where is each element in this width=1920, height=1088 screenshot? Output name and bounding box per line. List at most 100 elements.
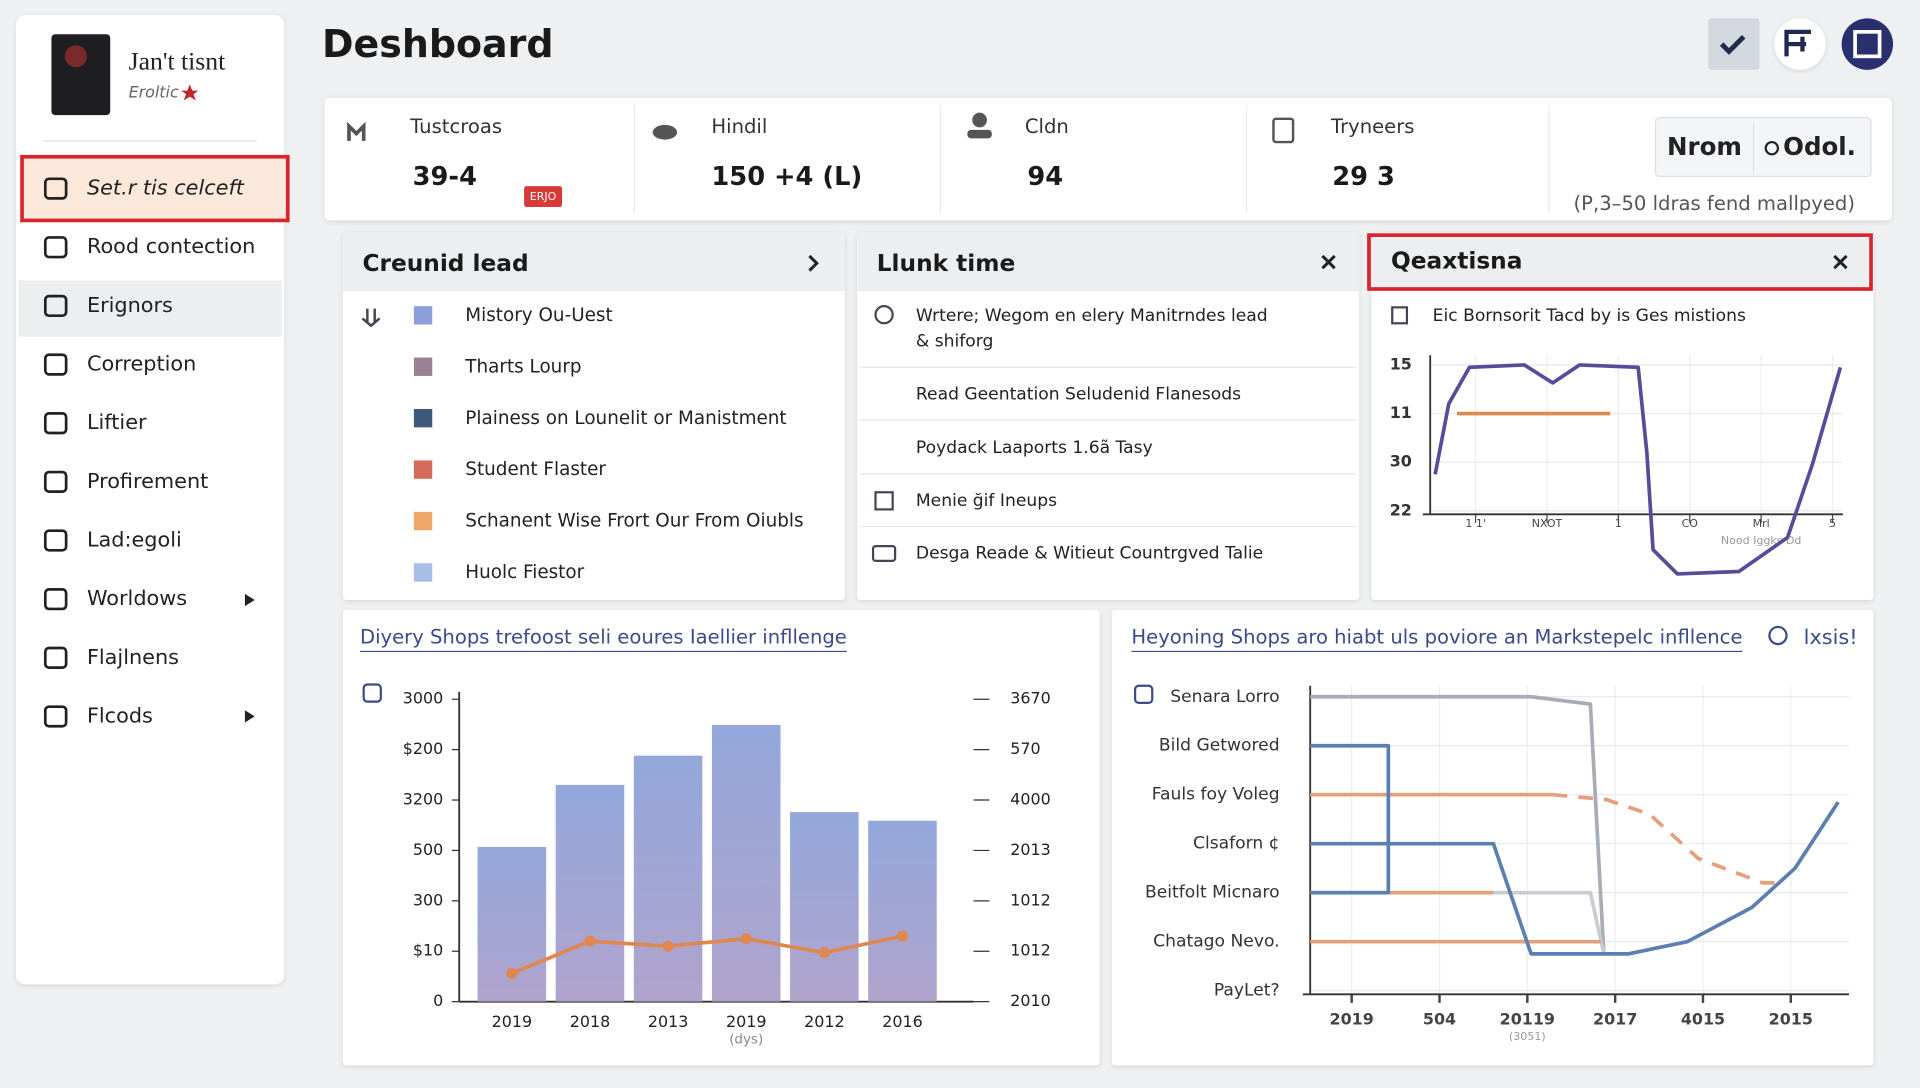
submenu-arrow[interactable]: [244, 593, 255, 607]
bar: [711, 724, 781, 1002]
list-item: Schanent Wise Frort Our From Oiubls: [465, 511, 803, 532]
nav-item[interactable]: Set.r tis celceft: [87, 176, 245, 200]
x-tick-label: 2018: [570, 1012, 610, 1031]
y-tick-label: $200: [403, 739, 443, 758]
summary-note: (P,3–50 ldras fend mallpyed): [1574, 192, 1855, 215]
data-point: [896, 930, 908, 942]
x-note: (3051): [1509, 1030, 1546, 1043]
x-tick-label: 2016: [882, 1012, 922, 1031]
x-tick-label: 1 1': [1465, 517, 1486, 530]
list-item: Plainess on Lounelit or Manistment: [465, 408, 786, 429]
y2-tick-label: 1012: [1010, 941, 1050, 960]
nav-icon: [43, 294, 68, 318]
close-button[interactable]: [1321, 254, 1336, 270]
stat-label: Cldn: [1025, 115, 1069, 138]
stats-card: [324, 97, 1892, 221]
nav-icon: [43, 529, 68, 552]
x-tick-label: Mrl: [1753, 517, 1770, 530]
chart-icon: [1391, 306, 1409, 325]
chart-title: Diyery Shops trefoost seli eoures Iaelli…: [360, 625, 847, 648]
panel-header: [342, 232, 845, 292]
nav-item[interactable]: Liftier: [87, 410, 147, 434]
list-item: Student Flaster: [465, 459, 606, 480]
action-icon: [1768, 625, 1788, 646]
nav-item[interactable]: Lad:egoli: [87, 528, 182, 552]
chart-icon: [1134, 684, 1154, 704]
nav-icon: [43, 236, 68, 259]
stat-label: Tustcroas: [409, 115, 502, 138]
nav-icon: [43, 177, 68, 200]
data-line: [1493, 890, 1606, 955]
list-item: Poydack Laaports 1.6ã Tasy: [916, 438, 1153, 458]
nav-item[interactable]: Worldows: [87, 586, 187, 610]
y-tick-label: PayLet?: [1214, 981, 1280, 1001]
nav-active[interactable]: [20, 154, 290, 223]
stat-icon: [652, 124, 678, 140]
list-icon: [874, 491, 894, 511]
y-tick-label: Fauls foy Voleg: [1152, 785, 1280, 805]
stat-value: 29 3: [1332, 162, 1395, 192]
panel-title: Qeaxtisna: [1391, 248, 1522, 275]
brand-logo-art: [64, 45, 87, 68]
panel-header: [857, 232, 1360, 292]
panel: [342, 232, 845, 601]
panel: [857, 232, 1360, 601]
stat-label: Hindil: [711, 115, 767, 138]
summary-button[interactable]: Odol.: [1783, 132, 1856, 161]
legend-swatch: [413, 460, 433, 479]
data-point: [818, 947, 830, 959]
stat-icon: [972, 112, 987, 128]
x-tick-label: 1: [1615, 517, 1622, 530]
x-tick-label: 2019: [492, 1012, 532, 1031]
stat-icon: [1272, 117, 1295, 144]
nav-item[interactable]: Flcods: [87, 703, 153, 727]
highlight-box: [1367, 233, 1873, 291]
nav-item[interactable]: Flajlnens: [87, 645, 179, 669]
summary-box[interactable]: [1654, 116, 1872, 177]
close-button[interactable]: [1833, 254, 1848, 270]
nav-item[interactable]: Erignors: [87, 293, 173, 317]
legend-swatch: [413, 563, 433, 582]
brand-star: [181, 84, 199, 101]
nav-item[interactable]: Correption: [87, 352, 196, 376]
y-tick-label: 500: [413, 840, 443, 859]
legend-swatch: [413, 409, 433, 428]
list-item: Desga Reade & Witieut Countrgved Talie: [916, 543, 1263, 563]
icon-button[interactable]: [1841, 18, 1894, 70]
nav-icon: [43, 470, 68, 494]
nav-hover[interactable]: [18, 280, 282, 337]
chevron[interactable]: [808, 254, 819, 272]
stat-value: 150 +4 (L): [711, 162, 862, 192]
nav-item[interactable]: Rood contection: [87, 234, 255, 258]
y-tick-label: Clsaforn ¢: [1193, 834, 1280, 854]
data-point: [506, 967, 518, 979]
list-item: Wrtere; Wegom en elery Manitrndes lead: [916, 306, 1268, 326]
panel-title: Llunk time: [877, 250, 1016, 277]
x-tick-label: 2012: [804, 1012, 844, 1031]
stat-icon: [967, 129, 992, 139]
y-tick-label: 11: [1390, 403, 1412, 422]
y-tick-label: 22: [1390, 500, 1412, 519]
chart-subtitle: Eic Bornsorit Tacd by is Ges mistions: [1433, 306, 1746, 326]
nav-icon: [43, 646, 68, 669]
data-line: [1310, 743, 1840, 956]
chart-action[interactable]: lxsis!: [1804, 625, 1858, 649]
bar: [868, 820, 937, 1002]
x-tick-label: 4015: [1681, 1010, 1725, 1029]
list-separators: [859, 366, 1357, 528]
nav-icon: [43, 412, 68, 435]
list-icon: [361, 308, 381, 328]
summary-button[interactable]: Nrom: [1667, 132, 1742, 161]
x-tick-label: 2019: [726, 1012, 766, 1031]
submenu-arrow[interactable]: [244, 710, 255, 723]
y-tick-label: $10: [413, 941, 443, 960]
nav-item[interactable]: Profirement: [87, 469, 208, 493]
stat-value: 94: [1027, 162, 1063, 192]
y2-tick-label: 1012: [1010, 890, 1050, 909]
y-tick-label: Beitfolt Micnaro: [1145, 883, 1280, 903]
icon-glyph: [1719, 35, 1746, 55]
data-point: [584, 935, 596, 947]
legend-swatch: [413, 306, 433, 325]
y-tick-label: 15: [1390, 354, 1412, 373]
stat-badge: [524, 186, 563, 207]
